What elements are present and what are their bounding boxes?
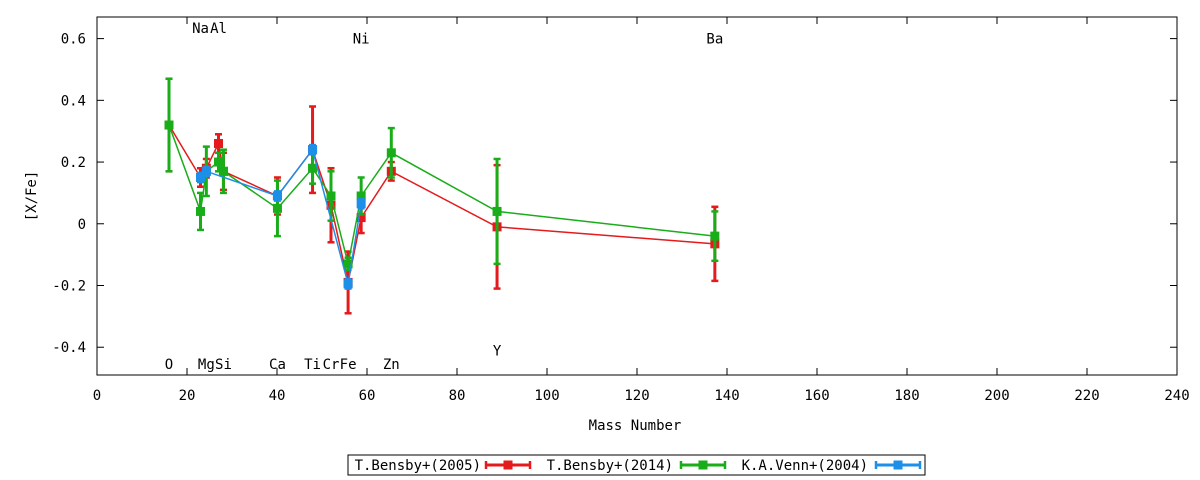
y-tick-label: -0.2 xyxy=(52,279,86,295)
x-axis: 0 20 40 60 80 100 120 140 160 180 200 220 240 xyxy=(93,17,1190,404)
x-tick-label: 220 xyxy=(1074,388,1099,404)
x-tick-label: 40 xyxy=(269,388,286,404)
x-tick-label: 240 xyxy=(1164,388,1189,404)
legend-label: K.A.Venn+(2004) xyxy=(742,458,868,474)
series-0 xyxy=(164,77,720,315)
data-point xyxy=(272,203,282,213)
series-layer xyxy=(164,77,720,315)
element-label: O xyxy=(165,357,173,373)
series-line xyxy=(168,124,715,283)
data-point xyxy=(356,191,366,201)
x-tick-label: 140 xyxy=(714,388,739,404)
data-point xyxy=(308,163,318,173)
element-label: Y xyxy=(493,343,502,359)
legend: T.Bensby+(2005) T.Bensby+(2014) K.A.Venn+(… xyxy=(347,454,926,476)
element-label: Ba xyxy=(706,32,723,48)
y-axis-label: [X/Fe] xyxy=(24,171,40,222)
x-tick-label: 200 xyxy=(984,388,1009,404)
data-point xyxy=(343,279,353,289)
y-tick-label: 0.2 xyxy=(61,155,86,171)
data-point xyxy=(492,206,502,216)
x-tick-label: 120 xyxy=(624,388,649,404)
data-point xyxy=(386,148,396,158)
element-label: Si xyxy=(215,357,232,373)
data-point xyxy=(201,166,211,176)
legend-label: T.Bensby+(2005) xyxy=(355,458,481,474)
data-point xyxy=(218,166,228,176)
series-1 xyxy=(164,77,720,272)
x-tick-label: 180 xyxy=(894,388,919,404)
element-label: Ni xyxy=(353,32,370,48)
legend-marker xyxy=(698,460,708,470)
x-axis-label: Mass Number xyxy=(589,418,682,434)
element-label: Al xyxy=(210,21,227,37)
element-label: Fe xyxy=(340,357,357,373)
y-tick-label: 0.4 xyxy=(61,93,86,109)
element-label: Cr xyxy=(323,357,340,373)
data-point xyxy=(356,199,366,209)
y-tick-label: -0.4 xyxy=(52,340,86,356)
data-point xyxy=(710,231,720,241)
data-point xyxy=(343,259,353,269)
element-label: Ti xyxy=(304,357,321,373)
data-point xyxy=(326,191,336,201)
element-label: Na xyxy=(192,21,209,37)
x-tick-label: 60 xyxy=(359,388,376,404)
x-tick-label: 20 xyxy=(179,388,196,404)
data-point xyxy=(308,145,318,155)
data-point xyxy=(356,213,366,223)
data-point xyxy=(272,191,282,201)
element-label: Mg xyxy=(198,357,215,373)
y-tick-label: 0.6 xyxy=(61,32,86,48)
element-label: Ca xyxy=(269,357,286,373)
x-tick-label: 100 xyxy=(534,388,559,404)
legend-box xyxy=(347,454,926,476)
data-point xyxy=(214,139,223,149)
x-tick-label: 160 xyxy=(804,388,829,404)
element-labels: O Na Mg Al Si Ca Ti Cr Fe Ni Zn Y Ba xyxy=(165,21,723,373)
element-label: Zn xyxy=(383,357,400,373)
y-axis: -0.4 -0.2 0 0.2 0.4 0.6 xyxy=(52,32,1177,356)
data-point xyxy=(164,120,174,130)
legend-marker xyxy=(893,460,903,470)
y-tick-label: 0 xyxy=(78,217,86,233)
data-point xyxy=(196,206,205,216)
x-tick-label: 0 xyxy=(93,388,101,404)
data-point xyxy=(214,157,223,167)
series-2 xyxy=(196,143,366,290)
x-tick-label: 80 xyxy=(449,388,466,404)
data-point xyxy=(196,172,205,182)
legend-marker xyxy=(503,460,513,470)
legend-label: T.Bensby+(2014) xyxy=(547,458,673,474)
series-line xyxy=(168,124,715,265)
